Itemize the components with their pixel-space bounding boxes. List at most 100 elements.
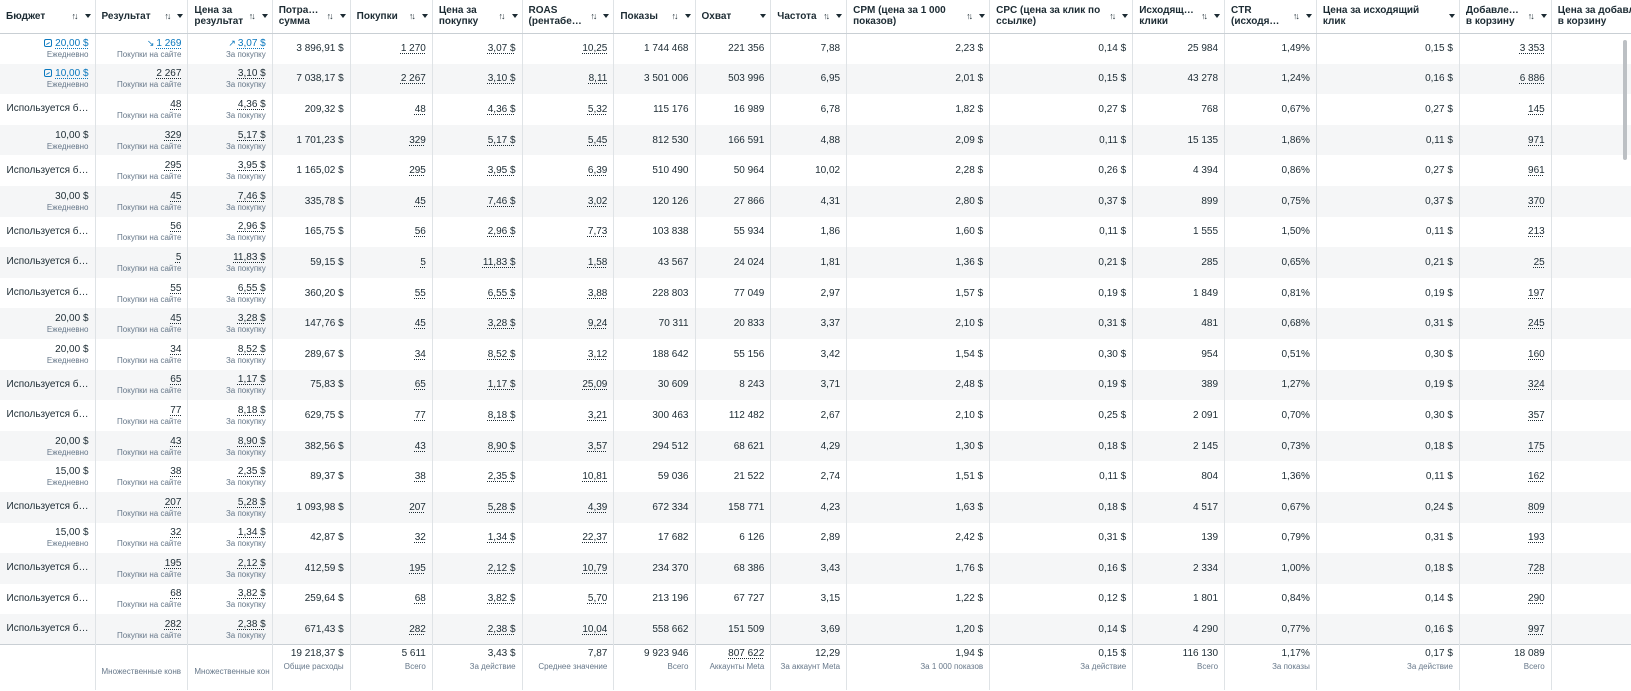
column-header-ctr[interactable]: CTR (исходя… ↑↓ <box>1224 0 1317 34</box>
sort-arrows-icon[interactable]: ↑↓ <box>1527 11 1535 22</box>
cell-cpr[interactable]: 3,10 $ За покупку <box>187 63 273 95</box>
column-menu-caret-icon[interactable] <box>511 14 518 19</box>
table-row[interactable]: Используется б… 295 Покупки на сайте 3,95 $… <box>0 155 1631 186</box>
sort-arrows-icon[interactable]: ↑↓ <box>326 11 334 22</box>
table-row[interactable]: Используется б… 5 Покупки на сайте 11,83 $ З… <box>0 247 1631 278</box>
cell-budget[interactable]: 15,00 $ Ежедневно <box>0 522 96 554</box>
cell-budget[interactable]: 20,00 $ Ежедневно <box>0 308 96 339</box>
cell-budget[interactable]: Используется б… <box>0 155 96 186</box>
cell-result[interactable]: 55 Покупки на сайте <box>95 277 189 309</box>
cell-result[interactable]: 329 Покупки на сайте <box>95 124 189 156</box>
column-menu-caret-icon[interactable] <box>261 14 268 19</box>
sort-arrows-icon[interactable]: ↑↓ <box>71 11 79 22</box>
cell-budget[interactable]: Используется б… <box>0 94 96 125</box>
column-header-cpc[interactable]: CPC (цена за клик по ссылке) ↑↓ <box>989 0 1134 34</box>
cell-budget[interactable]: 30,00 $ Ежедневно <box>0 185 96 217</box>
column-header-roas[interactable]: ROAS (рентабе… ↑↓ <box>522 0 615 34</box>
table-row[interactable]: 20,00 $ Ежедневно 43 Покупки на сайте 8,90 $… <box>0 430 1631 462</box>
table-row[interactable]: Используется б… 65 Покупки на сайте 1,17 $ З… <box>0 369 1631 401</box>
cell-budget[interactable]: 20,00 $ Ежедневно <box>0 338 96 370</box>
cell-budget[interactable]: Используется б… <box>0 369 96 401</box>
sort-arrows-icon[interactable]: ↑↓ <box>590 11 597 22</box>
sort-arrows-icon[interactable]: ↑↓ <box>164 11 171 22</box>
column-header-reach[interactable]: Охват <box>695 0 772 34</box>
sort-arrows-icon[interactable]: ↑↓ <box>823 11 830 22</box>
sort-arrows-icon[interactable]: ↑↓ <box>1201 11 1208 22</box>
column-header-budget[interactable]: Бюджет ↑↓ <box>0 0 96 34</box>
table-row[interactable]: 20,00 $ Ежедневно ↘ 1 269 Покупки на сайте ↗ 3… <box>0 33 1631 64</box>
column-menu-caret-icon[interactable] <box>177 14 184 19</box>
table-row[interactable]: 30,00 $ Ежедневно 45 Покупки на сайте 7,46 $… <box>0 185 1631 217</box>
column-menu-caret-icon[interactable] <box>1214 14 1221 19</box>
cell-cpr[interactable]: ↗ 3,07 $ За покупку <box>187 33 273 64</box>
cell-result[interactable]: ↘ 1 269 Покупки на сайте <box>95 33 189 64</box>
cell-cpr[interactable]: 2,35 $ За покупку <box>187 461 273 492</box>
cell-result[interactable]: 43 Покупки на сайте <box>95 430 189 462</box>
cell-cpr[interactable]: 3,82 $ За покупку <box>187 583 273 615</box>
column-menu-caret-icon[interactable] <box>760 14 767 19</box>
table-row[interactable]: 10,00 $ Ежедневно 2 267 Покупки на сайте 3,1… <box>0 63 1631 95</box>
cell-result[interactable]: 65 Покупки на сайте <box>95 369 189 401</box>
cell-result[interactable]: 48 Покупки на сайте <box>95 94 189 125</box>
table-row[interactable]: Используется б… 77 Покупки на сайте 8,18 $ З… <box>0 400 1631 431</box>
column-header-outclicks[interactable]: Исходящ… клики ↑↓ <box>1132 0 1226 34</box>
column-menu-caret-icon[interactable] <box>1540 14 1547 19</box>
cell-result[interactable]: 45 Покупки на сайте <box>95 185 189 217</box>
column-menu-caret-icon[interactable] <box>836 14 843 19</box>
cell-budget[interactable]: 20,00 $ Ежедневно <box>0 33 96 64</box>
cell-budget[interactable]: Используется б… <box>0 216 96 248</box>
sort-arrows-icon[interactable]: ↑↓ <box>1292 11 1300 22</box>
cell-result[interactable]: 207 Покупки на сайте <box>95 491 189 523</box>
cell-cpr[interactable]: 8,90 $ За покупку <box>187 430 273 462</box>
cpr-value[interactable]: 3,07 $ <box>237 38 266 50</box>
sort-arrows-icon[interactable]: ↑↓ <box>966 11 973 22</box>
cell-result[interactable]: 56 Покупки на сайте <box>95 216 189 248</box>
column-header-spend[interactable]: Потра… сумма ↑↓ <box>272 0 351 34</box>
cell-budget[interactable]: Используется б… <box>0 491 96 523</box>
table-row[interactable]: Используется б… 56 Покупки на сайте 2,96 $ З… <box>0 216 1631 248</box>
column-header-catc[interactable]: Цена за добавление в корзину <box>1551 0 1631 34</box>
budget-value[interactable]: 20,00 $ <box>55 38 89 50</box>
cell-cpr[interactable]: 2,96 $ За покупку <box>187 216 273 248</box>
column-header-cpm[interactable]: CPM (цена за 1 000 показов) ↑↓ <box>846 0 991 34</box>
table-row[interactable]: Используется б… 55 Покупки на сайте 6,55 $ З… <box>0 277 1631 309</box>
budget-chart-icon[interactable] <box>44 39 53 48</box>
cell-result[interactable]: 68 Покупки на сайте <box>95 583 189 615</box>
cell-result[interactable]: 5 Покупки на сайте <box>95 247 189 278</box>
cell-budget[interactable]: 10,00 $ Ежедневно <box>0 63 96 95</box>
cell-cpr[interactable]: 5,17 $ За покупку <box>187 124 273 156</box>
cell-result[interactable]: 195 Покупки на сайте <box>95 553 189 584</box>
column-menu-caret-icon[interactable] <box>684 14 691 19</box>
cell-budget[interactable]: Используется б… <box>0 614 96 645</box>
cell-cpr[interactable]: 2,38 $ За покупку <box>187 614 273 645</box>
column-menu-caret-icon[interactable] <box>1305 14 1312 19</box>
sort-arrows-icon[interactable]: ↑↓ <box>1109 11 1116 22</box>
cell-cpr[interactable]: 6,55 $ За покупку <box>187 277 273 309</box>
cell-cpr[interactable]: 3,95 $ За покупку <box>187 155 273 186</box>
table-row[interactable]: Используется б… 195 Покупки на сайте 2,12 $… <box>0 553 1631 584</box>
cell-cpr[interactable]: 5,28 $ За покупку <box>187 491 273 523</box>
table-row[interactable]: 15,00 $ Ежедневно 32 Покупки на сайте 1,34 $… <box>0 522 1631 554</box>
cell-budget[interactable]: 20,00 $ Ежедневно <box>0 430 96 462</box>
sort-arrows-icon[interactable]: ↑↓ <box>498 11 506 22</box>
cell-result[interactable]: 2 267 Покупки на сайте <box>95 63 189 95</box>
table-row[interactable]: 10,00 $ Ежедневно 329 Покупки на сайте 5,17 … <box>0 124 1631 156</box>
column-menu-caret-icon[interactable] <box>1122 14 1129 19</box>
column-menu-caret-icon[interactable] <box>339 14 346 19</box>
column-header-result[interactable]: Результат ↑↓ <box>95 0 189 34</box>
result-value[interactable]: 1 269 <box>156 38 182 50</box>
cell-budget[interactable]: Используется б… <box>0 247 96 278</box>
cell-budget[interactable]: Используется б… <box>0 400 96 431</box>
budget-chart-icon[interactable] <box>44 69 53 78</box>
cell-cpr[interactable]: 8,18 $ За покупку <box>187 400 273 431</box>
sort-arrows-icon[interactable]: ↑↓ <box>671 11 679 22</box>
cell-cpr[interactable]: 7,46 $ За покупку <box>187 185 273 217</box>
table-row[interactable]: 20,00 $ Ежедневно 45 Покупки на сайте 3,28 $… <box>0 308 1631 339</box>
cell-cpr[interactable]: 2,12 $ За покупку <box>187 553 273 584</box>
column-menu-caret-icon[interactable] <box>421 14 428 19</box>
sort-arrows-icon[interactable]: ↑↓ <box>408 11 416 22</box>
cell-cpr[interactable]: 1,17 $ За покупку <box>187 369 273 401</box>
column-menu-caret-icon[interactable] <box>603 14 610 19</box>
cell-result[interactable]: 295 Покупки на сайте <box>95 155 189 186</box>
cell-budget[interactable]: 15,00 $ Ежедневно <box>0 461 96 492</box>
